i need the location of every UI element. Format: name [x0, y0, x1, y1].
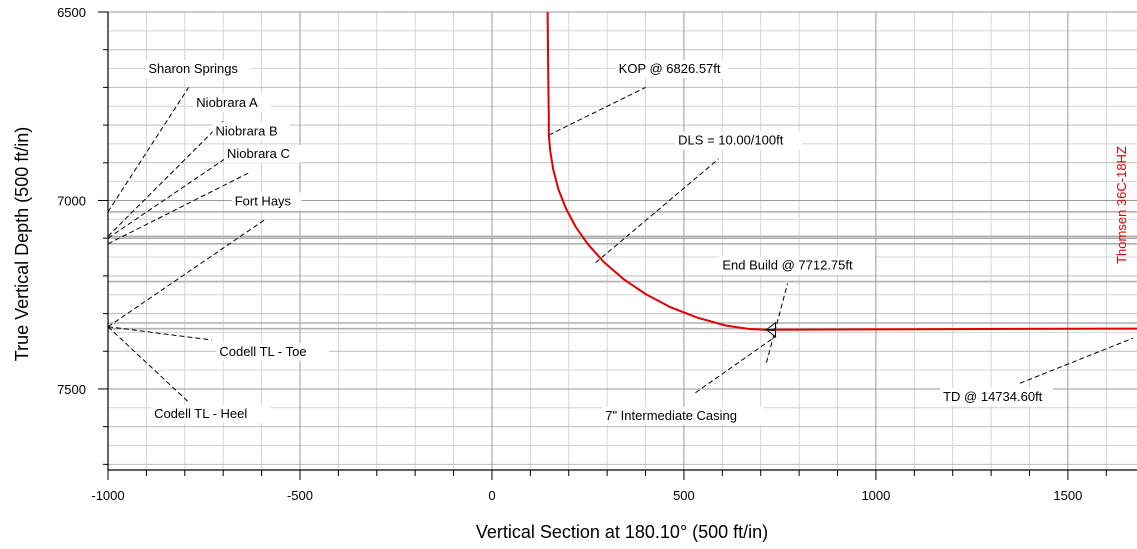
- y-tick-label: 7000: [57, 193, 86, 208]
- well-name-label: Thomsen 36C-18HZ: [1114, 146, 1129, 264]
- x-tick-label: 1500: [1053, 488, 1082, 503]
- annotation-leaders: [107, 86, 1134, 403]
- x-tick-label: 500: [673, 488, 695, 503]
- annotation-label-background: [602, 406, 765, 425]
- plot-frame: [107, 12, 1137, 471]
- annotation-label: 7" Intermediate Casing: [605, 408, 737, 423]
- casing-point-marker: [764, 321, 776, 338]
- x-tick-label: 1000: [861, 488, 890, 503]
- annotation-labels: Sharon Springs Niobrara A Niobrara B Niobra…: [145, 60, 1053, 425]
- annotation-label: KOP @ 6826.57ft: [619, 61, 721, 76]
- annotation-leader-line: [107, 149, 239, 239]
- annotation-leader-line: [1019, 337, 1134, 384]
- annotation-leader-line: [107, 120, 224, 237]
- annotation-label-background: [940, 388, 1053, 407]
- formation-lines: [108, 210, 1137, 330]
- annotation-leader-line: [548, 86, 646, 136]
- annotation-label-background: [216, 342, 329, 361]
- tick-labels: -1000 -500 0 500 1000 1500 6500 7000 7500: [57, 5, 1082, 503]
- annotation-leader-line: [595, 158, 719, 264]
- x-tick-label: 0: [488, 488, 495, 503]
- annotation-label: Niobrara A: [196, 95, 258, 110]
- y-axis-title: True Vertical Depth (500 ft/in): [12, 127, 32, 361]
- annotation-leader-line: [766, 283, 789, 363]
- annotation-label: Sharon Springs: [148, 61, 238, 76]
- annotation-label-background: [151, 404, 271, 423]
- y-tick-label: 6500: [57, 5, 86, 20]
- annotation-leader-line: [107, 171, 251, 245]
- annotation-label-background: [231, 192, 302, 211]
- annotation-leader-line: [107, 87, 190, 213]
- annotation-label: TD @ 14734.60ft: [943, 389, 1043, 404]
- annotation-label-background: [615, 60, 729, 79]
- annotation-label: End Build @ 7712.75ft: [722, 257, 853, 272]
- annotation-leader-line: [695, 335, 777, 394]
- well-path-series: [546, 11, 1137, 338]
- well-path-line: [546, 11, 1137, 331]
- x-tick-label: -500: [287, 488, 313, 503]
- annotation-label-background: [212, 122, 290, 141]
- annotation-label: DLS = 10.00/100ft: [678, 133, 784, 148]
- annotation-label-background: [145, 60, 251, 79]
- annotation-label-background: [719, 256, 875, 275]
- x-axis-title: Vertical Section at 180.10° (500 ft/in): [476, 522, 768, 542]
- annotation-label: Fort Hays: [235, 193, 292, 208]
- annotation-label: Niobrara B: [216, 123, 278, 138]
- annotation-label: Niobrara C: [227, 146, 290, 161]
- annotation-label-background: [224, 144, 302, 163]
- annotation-label: Codell TL - Heel: [154, 406, 247, 421]
- x-tick-label: -1000: [91, 488, 124, 503]
- annotation-label-background: [675, 131, 802, 150]
- annotation-leader-line: [107, 326, 189, 403]
- annotation-label-background: [193, 93, 271, 112]
- annotation-label: Codell TL - Toe: [219, 344, 306, 359]
- annotation-leader-line: [107, 326, 212, 341]
- axis-ticks: [98, 11, 1107, 480]
- y-tick-label: 7500: [57, 382, 86, 397]
